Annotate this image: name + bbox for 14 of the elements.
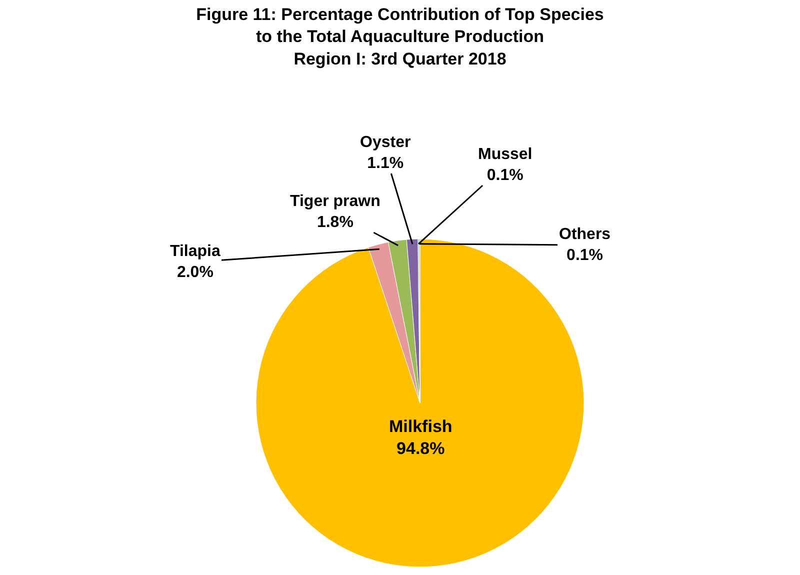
data-label: 94.8% [396, 439, 445, 458]
slice-label: Tilapia [170, 243, 220, 260]
data-label: 0.1% [486, 166, 524, 184]
data-label: 0.1% [566, 246, 604, 264]
data-label: 1.8% [316, 214, 354, 231]
pie-slice [368, 242, 420, 404]
data-label: 2.0% [176, 264, 214, 281]
chart-title: Figure 11: Percentage Contribution of Top Species to the Total Aquaculture Production Region I: 3rd Quarter 2018 [196, 5, 604, 68]
slice-label: Others [559, 226, 611, 243]
slice-label: Tiger prawn [290, 193, 380, 210]
slice-label: Mussel [478, 146, 532, 163]
slice-label: Oyster [360, 134, 411, 151]
slice-label: Milkfish [389, 417, 452, 436]
data-label: 1.1% [367, 154, 404, 172]
